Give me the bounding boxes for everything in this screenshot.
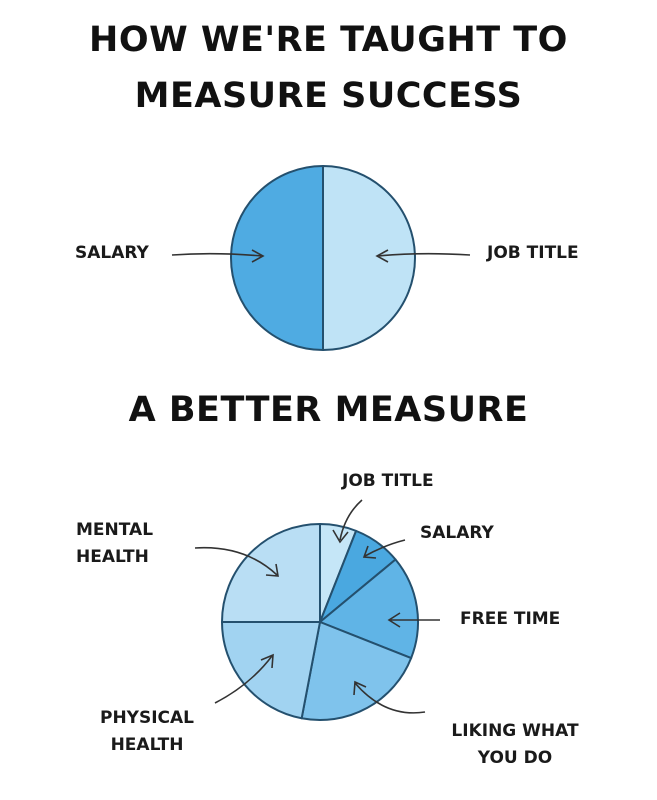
- pie-slice-free-time: [319, 558, 419, 660]
- pie-slice-job-title: [322, 165, 416, 351]
- pie-slice-physical-health: [221, 621, 321, 720]
- pie-slice-mental-health: [221, 523, 321, 623]
- label-physical: PHYSICAL HEALTH: [99, 708, 195, 755]
- arrow-liking: [353, 680, 426, 714]
- pie-2: [221, 523, 419, 721]
- arrow-physical: [214, 653, 274, 704]
- pie-slice-liking-what-you-do: [300, 621, 413, 721]
- arrow-jobtitle-1: [375, 249, 471, 263]
- arrow-freetime: [387, 612, 440, 628]
- arrow-salary-2: [362, 539, 406, 559]
- label-mental: MENTAL HEALTH: [76, 520, 154, 567]
- label-liking: LIKING WHAT YOU DO: [451, 721, 579, 768]
- label-salary-2: SALARY: [420, 523, 494, 543]
- title-line-2: MEASURE SUCCESS: [134, 76, 523, 116]
- label-jobtitle-2: JOB TITLE: [342, 471, 434, 491]
- label-salary-1: SALARY: [75, 243, 149, 263]
- arrow-jobtitle-2: [332, 499, 363, 544]
- pie-slice-salary: [230, 165, 324, 351]
- arrow-mental: [194, 546, 279, 577]
- label-freetime: FREE TIME: [460, 609, 561, 629]
- subtitle: A BETTER MEASURE: [128, 390, 529, 430]
- arrow-salary-1: [171, 249, 265, 263]
- arrows: [171, 249, 471, 714]
- pie-1: [230, 165, 416, 351]
- label-jobtitle-1: JOB TITLE: [487, 243, 579, 263]
- title-line-1: HOW WE'RE TAUGHT TO: [89, 20, 568, 60]
